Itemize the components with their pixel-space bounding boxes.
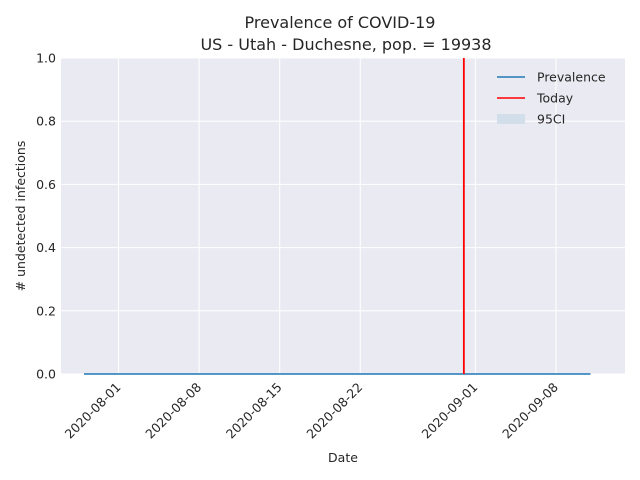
y-tick-labels: 0.0 0.2 0.4 0.6 0.8 1.0 xyxy=(36,51,56,382)
y-tick-label: 0.6 xyxy=(36,177,56,192)
chart-title: Prevalence of COVID-19 xyxy=(245,13,436,32)
plot-area xyxy=(61,58,625,374)
y-tick-label: 0.2 xyxy=(36,303,56,318)
chart-subtitle: US - Utah - Duchesne, pop. = 19938 xyxy=(200,35,491,54)
y-tick-label: 1.0 xyxy=(36,51,56,66)
y-axis-label: # undetected infections xyxy=(13,141,28,292)
legend-swatch xyxy=(497,114,525,124)
legend: Prevalence Today 95CI xyxy=(497,70,606,127)
x-axis-label: Date xyxy=(328,450,358,465)
legend-label: Today xyxy=(536,91,574,106)
data-marks xyxy=(84,58,591,375)
y-tick-label: 0.0 xyxy=(36,367,56,382)
y-tick-label: 0.4 xyxy=(36,240,56,255)
legend-label: Prevalence xyxy=(537,70,606,85)
legend-label: 95CI xyxy=(537,112,565,127)
y-tick-label: 0.8 xyxy=(36,114,56,129)
